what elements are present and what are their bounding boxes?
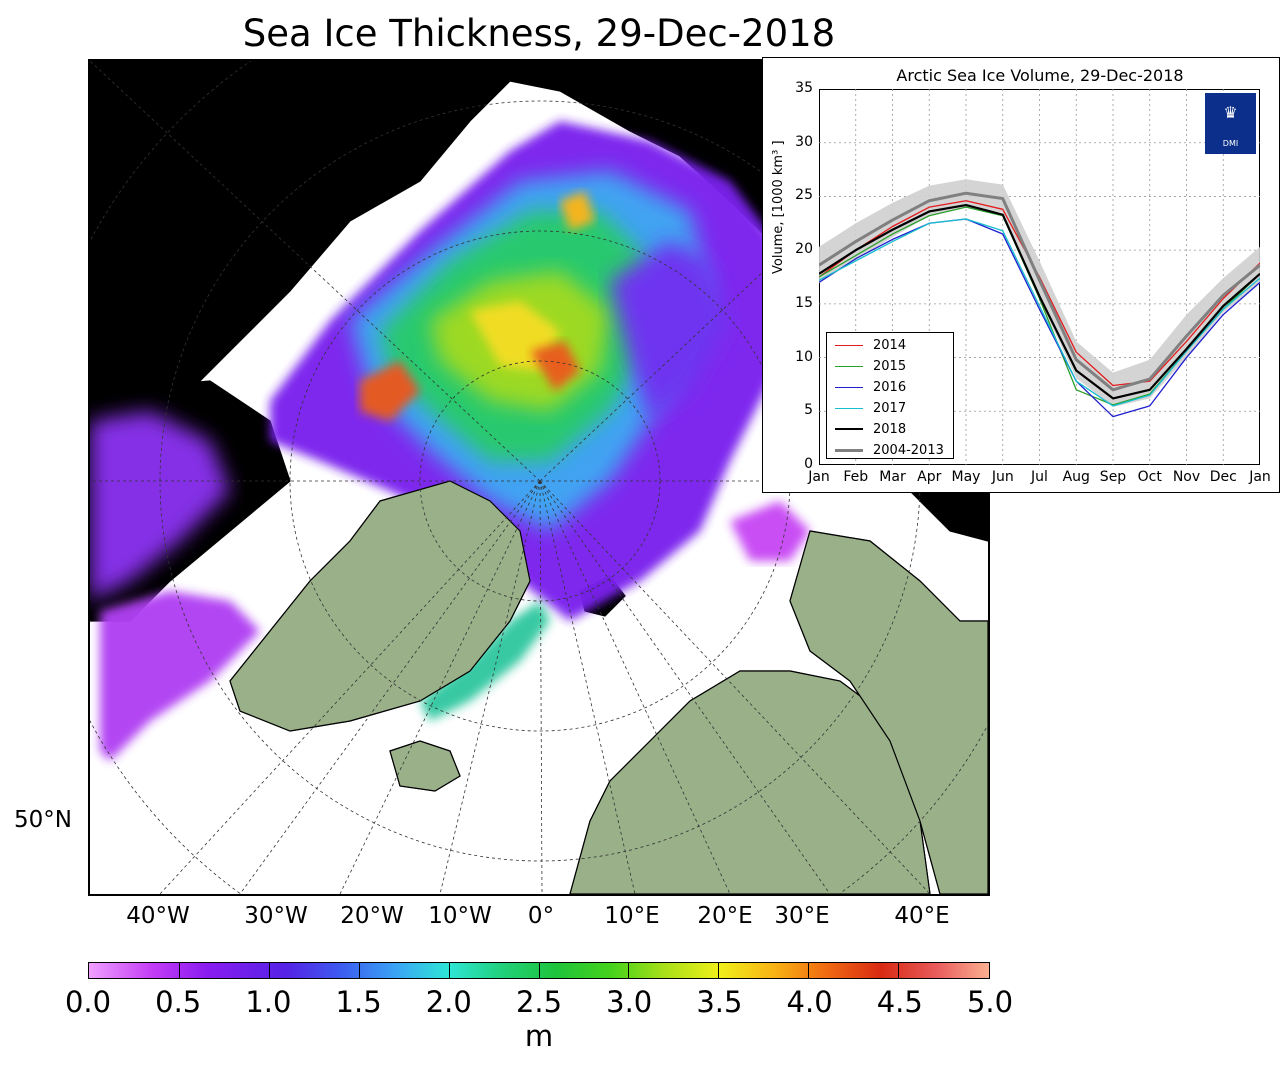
inset-x-tick-label: Nov xyxy=(1172,469,1201,485)
russia-outline xyxy=(789,530,988,894)
colorbar-tick-label: 2.0 xyxy=(425,985,472,1019)
colorbar-tick xyxy=(898,963,900,978)
colorbar-tick-label: 1.0 xyxy=(245,985,292,1019)
longitude-label: 20°E xyxy=(697,903,753,929)
longitude-label: 40°W xyxy=(126,903,190,929)
legend-label: 2015 xyxy=(873,358,907,374)
legend-entry: 2014 xyxy=(835,335,906,355)
dmi-logo: ♛ DMI xyxy=(1205,93,1256,154)
colorbar-tick-label: 0.0 xyxy=(64,985,112,1019)
colorbar-tick-label: 1.5 xyxy=(335,985,382,1019)
legend-entry: 2016 xyxy=(835,377,906,397)
series-line-2017 xyxy=(819,218,1260,407)
thickness-colorbar xyxy=(88,962,990,979)
colorbar-tick-label: 0.5 xyxy=(155,985,202,1019)
inset-x-tick-label: Jul xyxy=(1031,469,1048,485)
inset-y-tick-label: 30 xyxy=(795,133,813,150)
colorbar-tick-label: 3.5 xyxy=(696,985,743,1019)
inset-x-tick-label: Aug xyxy=(1062,469,1090,485)
legend-entry: 2004-2013 xyxy=(835,440,944,460)
colorbar-tick xyxy=(718,963,720,978)
colorbar-tick xyxy=(628,963,630,978)
series-line-2004-2013 xyxy=(819,191,1260,392)
inset-x-tick-label: Jan xyxy=(1249,469,1271,485)
longitude-label: 10°E xyxy=(604,903,660,929)
legend-swatch xyxy=(835,386,863,388)
legend-swatch xyxy=(835,344,863,346)
legend-label: 2018 xyxy=(873,421,907,437)
inset-y-tick-label: 35 xyxy=(795,80,813,96)
colorbar-tick-label: 2.5 xyxy=(515,985,563,1019)
colorbar-tick-label: 4.5 xyxy=(876,985,923,1019)
colorbar-tick-label: 4.0 xyxy=(786,985,833,1019)
dmi-logo-text: DMI xyxy=(1222,139,1239,148)
longitude-label: 30°E xyxy=(774,903,830,929)
colorbar-tick xyxy=(538,963,540,978)
legend-label: 2014 xyxy=(873,337,907,353)
legend-entry: 2018 xyxy=(835,419,906,439)
latitude-label: 50°N xyxy=(14,807,72,833)
inset-x-tick-label: Apr xyxy=(917,469,942,485)
colorbar-tick-label: 3.0 xyxy=(606,985,653,1019)
colorbar-tick xyxy=(268,963,270,978)
inset-x-tick-label: Jan xyxy=(808,469,830,485)
colorbar-unit: m xyxy=(524,1019,554,1053)
legend-label: 2016 xyxy=(873,379,907,395)
inset-legend: 2014 2015 2016 2017 2018 2004-2013 xyxy=(826,332,954,459)
inset-x-tick-label: Mar xyxy=(879,469,906,485)
inset-chart-title: Arctic Sea Ice Volume, 29-Dec-2018 xyxy=(896,66,1184,85)
legend-label: 2004-2013 xyxy=(873,442,944,458)
series-line-2016 xyxy=(819,218,1260,418)
map-canvas xyxy=(90,61,988,894)
longitude-label: 20°W xyxy=(340,903,404,929)
inset-x-tick-label: Feb xyxy=(843,469,869,485)
inset-y-tick-label: 10 xyxy=(795,348,813,365)
longitude-label: 40°E xyxy=(894,903,950,929)
colorbar-tick xyxy=(808,963,810,978)
colorbar-tick xyxy=(178,963,180,978)
legend-swatch xyxy=(835,407,863,409)
inset-x-tick-label: May xyxy=(951,469,981,485)
inset-y-tick-label: 25 xyxy=(795,187,813,204)
colorbar-tick-label: 5.0 xyxy=(966,985,1014,1019)
legend-label: 2017 xyxy=(873,400,907,416)
inset-y-tick-label: 20 xyxy=(795,241,813,258)
colorbar-tick xyxy=(358,963,360,978)
scandinavia-outline xyxy=(569,670,931,894)
legend-swatch xyxy=(835,448,863,452)
longitude-label: 0° xyxy=(527,903,555,929)
longitude-label: 10°W xyxy=(428,903,492,929)
inset-y-tick-label: 0 xyxy=(804,456,813,472)
climatology-band xyxy=(819,179,1260,407)
colorbar-tick xyxy=(448,963,450,978)
inset-x-tick-label: Oct xyxy=(1137,469,1162,485)
greenland-outline xyxy=(229,480,531,732)
legend-entry: 2015 xyxy=(835,356,906,376)
ice-thickness-field xyxy=(90,121,810,761)
inset-x-tick-label: Jun xyxy=(991,469,1014,485)
series-line-2018 xyxy=(819,203,1260,400)
inset-y-tick-label: 5 xyxy=(804,402,813,419)
iceland-outline xyxy=(389,740,461,792)
map-title: Sea Ice Thickness, 29-Dec-2018 xyxy=(242,12,836,55)
inset-y-tick-label: 15 xyxy=(795,294,813,311)
crown-icon: ♛ xyxy=(1223,103,1238,122)
graticule xyxy=(90,61,988,894)
inset-x-tick-label: Dec xyxy=(1209,469,1237,485)
legend-swatch xyxy=(835,428,863,430)
longitude-label: 30°W xyxy=(244,903,308,929)
legend-entry: 2017 xyxy=(835,398,906,418)
legend-swatch xyxy=(835,365,863,367)
inset-x-tick-label: Sep xyxy=(1099,469,1127,485)
